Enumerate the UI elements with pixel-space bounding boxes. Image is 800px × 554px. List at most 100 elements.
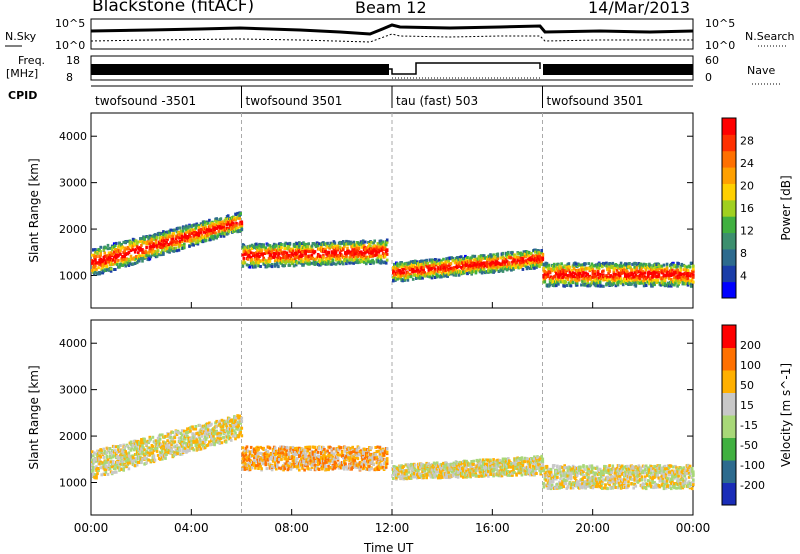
data-cell xyxy=(264,249,268,253)
data-cell xyxy=(272,242,276,246)
data-cell xyxy=(433,267,437,271)
data-cell xyxy=(662,263,666,267)
data-cell xyxy=(249,251,253,255)
data-cell xyxy=(379,255,383,259)
data-cell xyxy=(99,271,102,275)
data-cell xyxy=(265,251,269,255)
data-cell xyxy=(442,257,445,261)
data-cell xyxy=(233,216,236,220)
y-tick-label: 1000 xyxy=(59,477,87,490)
cpid-segment-label: twofsound 3501 xyxy=(547,94,644,108)
data-cell xyxy=(289,253,293,257)
data-cell xyxy=(294,259,298,263)
data-cell xyxy=(587,262,590,266)
data-cell xyxy=(188,244,191,248)
data-cell xyxy=(226,214,230,218)
data-cell xyxy=(153,458,157,462)
data-cell xyxy=(151,451,155,455)
data-cell xyxy=(280,243,283,246)
data-cell xyxy=(219,217,223,221)
data-cell xyxy=(369,244,372,248)
data-cell xyxy=(214,231,217,235)
data-cell xyxy=(183,246,186,250)
cpid-segment-label: twofsound -3501 xyxy=(95,94,196,108)
data-cell xyxy=(287,245,291,249)
data-cell xyxy=(137,240,140,244)
data-cell xyxy=(151,248,155,251)
data-cell xyxy=(119,249,122,253)
cpid-segment-label: twofsound 3501 xyxy=(246,94,343,108)
colorbar-label: Power [dB] xyxy=(779,175,793,240)
data-cell xyxy=(213,443,216,447)
data-cell xyxy=(123,246,126,250)
data-cell xyxy=(273,254,277,258)
data-cell xyxy=(166,235,169,239)
data-cell xyxy=(259,247,262,250)
data-cell xyxy=(123,262,126,266)
data-cell xyxy=(246,257,250,261)
data-cell xyxy=(240,420,244,423)
freq-trace xyxy=(389,62,541,75)
data-cell xyxy=(295,242,299,246)
data-cell xyxy=(602,269,605,273)
data-cell xyxy=(226,220,230,224)
data-cell xyxy=(122,261,125,264)
data-cell xyxy=(254,254,257,258)
freq-right-tick-bottom: 0 xyxy=(705,71,712,84)
data-cell xyxy=(679,268,682,272)
data-cell xyxy=(139,248,142,252)
data-cell xyxy=(177,245,181,249)
data-cell xyxy=(114,262,117,266)
data-cell xyxy=(262,245,265,249)
colorbar-swatch xyxy=(722,167,736,184)
data-cell xyxy=(210,232,213,236)
data-cell xyxy=(204,236,208,240)
data-cell xyxy=(105,265,109,269)
data-cell xyxy=(256,253,259,257)
freq-band-1 xyxy=(91,64,389,75)
data-cell xyxy=(241,446,245,450)
data-cell xyxy=(122,240,125,244)
data-cell xyxy=(235,224,238,228)
data-cell xyxy=(176,226,180,230)
data-cell xyxy=(161,245,164,249)
colorbar-swatch xyxy=(722,281,736,299)
data-cell xyxy=(111,262,115,266)
data-cell xyxy=(578,278,581,282)
data-cell xyxy=(298,261,301,265)
data-cell xyxy=(272,251,276,255)
data-cell xyxy=(286,255,290,259)
freq-label-line2: [MHz] xyxy=(6,67,38,80)
data-cell xyxy=(213,226,216,230)
data-cell xyxy=(496,252,500,256)
data-cell xyxy=(174,237,178,241)
data-cell xyxy=(116,263,119,267)
data-cell xyxy=(173,436,177,440)
data-cell xyxy=(254,265,257,269)
data-cell xyxy=(372,261,375,265)
data-cell xyxy=(656,278,659,282)
data-cell xyxy=(628,262,631,265)
data-cell xyxy=(567,262,571,266)
data-cell xyxy=(178,242,182,246)
data-cell xyxy=(255,251,258,255)
data-cell xyxy=(541,253,545,257)
data-cell xyxy=(267,251,271,255)
data-cell xyxy=(154,238,158,242)
data-cell xyxy=(300,261,303,265)
data-cell xyxy=(162,236,165,240)
data-cell xyxy=(127,247,131,251)
data-cell xyxy=(171,234,175,238)
data-cell xyxy=(259,259,262,263)
data-cell xyxy=(263,262,267,266)
data-cell xyxy=(111,459,115,463)
data-cell xyxy=(214,223,217,227)
data-cell xyxy=(197,226,201,230)
data-cell xyxy=(267,257,271,261)
data-cell xyxy=(189,429,192,433)
data-cell xyxy=(250,263,254,267)
y-tick-label: 2000 xyxy=(59,430,87,443)
data-cell xyxy=(259,265,262,268)
data-cell xyxy=(166,237,169,241)
